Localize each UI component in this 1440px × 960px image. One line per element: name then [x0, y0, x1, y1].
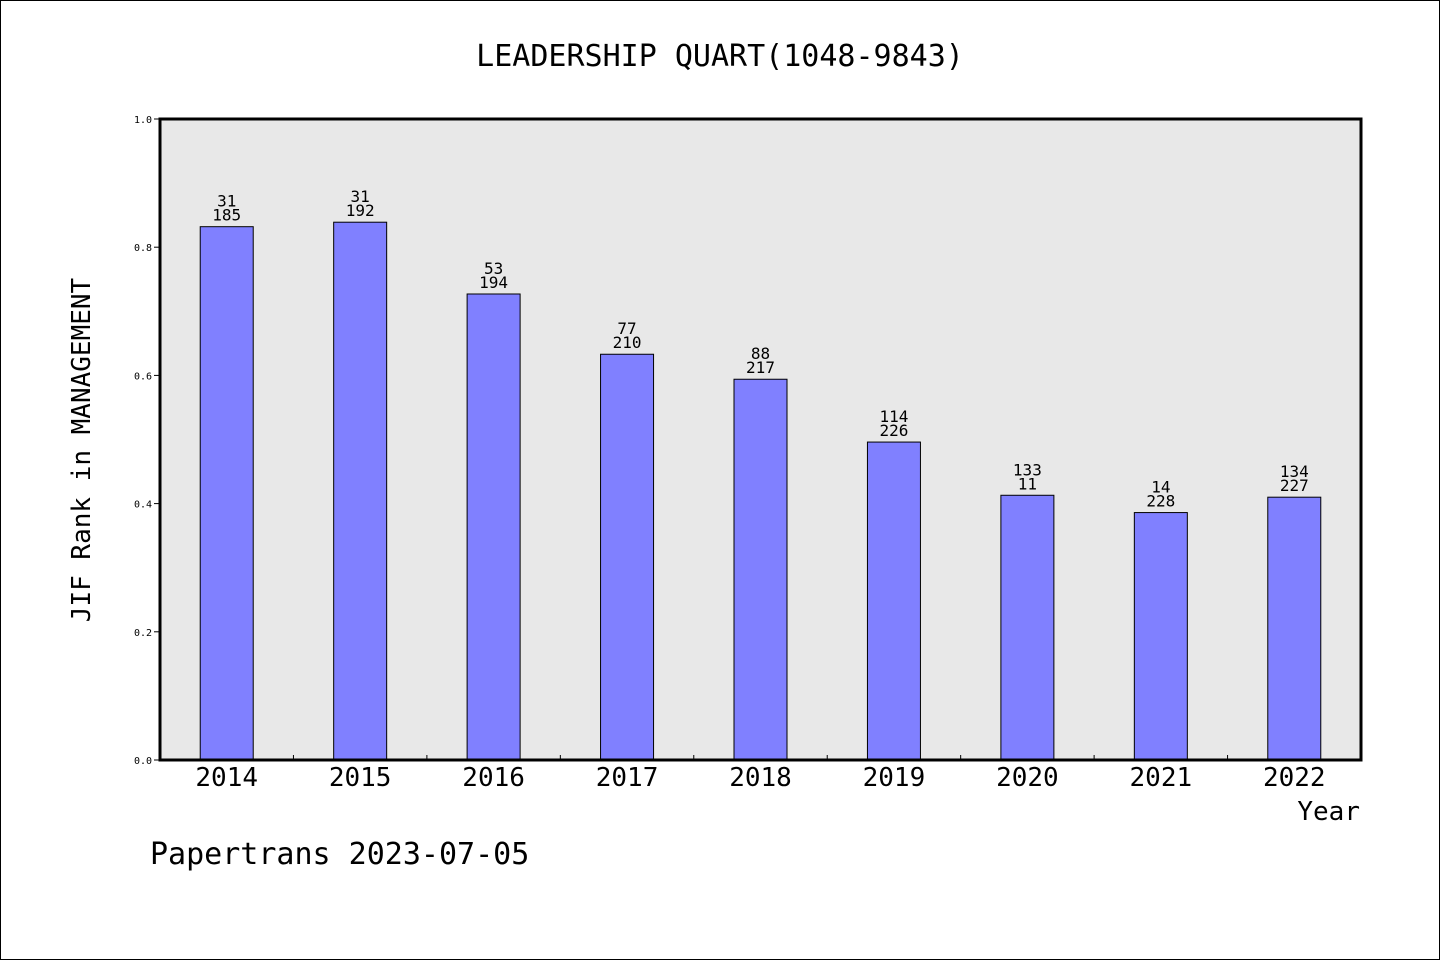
- x-axis-ticks: 2014 2015 2016 2017 2018 2019 2020 2021 2022: [195, 755, 1326, 793]
- bar-2022: [1267, 496, 1322, 761]
- x-axis-label: Year: [1297, 797, 1360, 827]
- total-label-2014: 185: [212, 206, 241, 225]
- x-tick-label-2017: 2017: [596, 763, 659, 793]
- bars-group: [199, 221, 1322, 761]
- x-tick-label-2019: 2019: [863, 763, 926, 793]
- y-tick-label: 0.6: [134, 371, 152, 382]
- y-tick-label: 0.8: [134, 243, 152, 254]
- y-tick-label: 0.2: [134, 628, 152, 639]
- bar-2014: [199, 226, 254, 761]
- x-tick-label-2022: 2022: [1263, 763, 1326, 793]
- total-label-2016: 194: [479, 273, 508, 292]
- x-tick-label-2014: 2014: [195, 763, 258, 793]
- rank-label-2016: 53: [484, 259, 503, 278]
- rank-label-2018: 88: [751, 344, 770, 363]
- rank-label-2014: 31: [217, 192, 236, 211]
- bar-2019: [866, 441, 921, 761]
- bar-2016: [466, 293, 521, 761]
- total-label-2018: 217: [746, 358, 775, 377]
- x-tick-label-2020: 2020: [996, 763, 1059, 793]
- rank-label-2017: 77: [617, 319, 636, 338]
- bar-2020: [1000, 494, 1055, 761]
- rank-label-2015: 31: [351, 187, 370, 206]
- rank-label-2019: 114: [879, 407, 908, 426]
- total-label-2022: 227: [1280, 476, 1309, 495]
- bar-2017: [600, 353, 655, 761]
- bar-2015: [333, 221, 388, 761]
- x-tick-label-2016: 2016: [462, 763, 525, 793]
- rank-label-2021: 14: [1151, 478, 1170, 497]
- y-tick-label: 0.4: [134, 500, 152, 511]
- total-label-2021: 228: [1146, 492, 1175, 511]
- y-tick-label: 0.0: [134, 756, 152, 767]
- total-label-2020: 11: [1018, 474, 1037, 493]
- rank-label-2020: 133: [1013, 460, 1042, 479]
- y-axis-label: JIF Rank in MANAGEMENT: [67, 277, 97, 622]
- x-tick-label-2015: 2015: [329, 763, 392, 793]
- x-tick-label-2021: 2021: [1130, 763, 1193, 793]
- x-tick-label-2018: 2018: [729, 763, 792, 793]
- rank-label-2022: 134: [1280, 462, 1309, 481]
- footer-credit: Papertrans 2023-07-05: [150, 837, 529, 872]
- total-label-2017: 210: [613, 333, 642, 352]
- total-label-2019: 226: [879, 421, 908, 440]
- bar-2021: [1133, 512, 1188, 761]
- plot-border: [158, 117, 1363, 762]
- total-label-2015: 192: [346, 201, 375, 220]
- chart-title: LEADERSHIP QUART(1048-9843): [476, 39, 964, 74]
- bar-2018: [733, 378, 788, 761]
- y-tick-label: 1.0: [134, 115, 152, 126]
- y-axis-ticks: 0.0 0.2 0.4 0.6 0.8 1.0: [134, 115, 160, 767]
